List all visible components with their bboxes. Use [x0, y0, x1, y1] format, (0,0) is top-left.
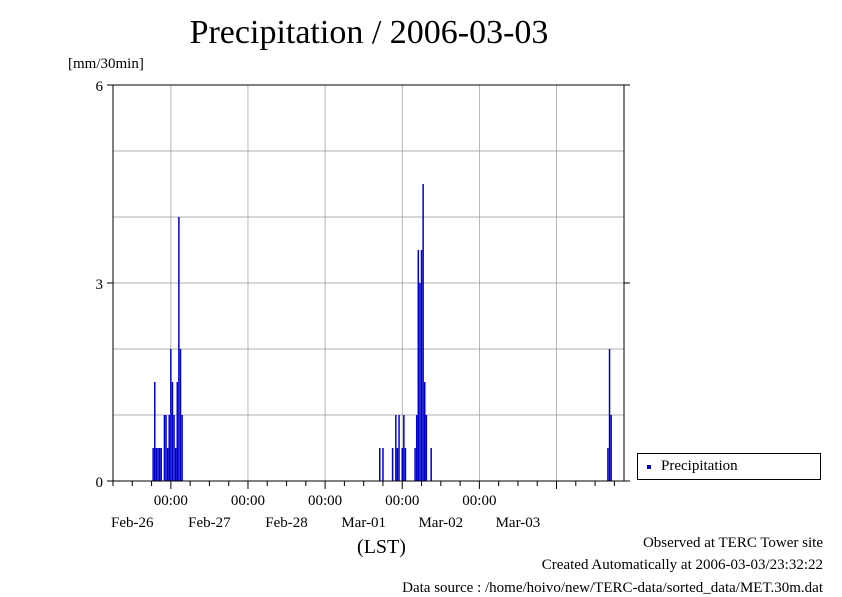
precipitation-bar — [163, 415, 166, 481]
precipitation-bar — [168, 415, 170, 481]
precipitation-bar — [176, 382, 179, 481]
precipitation-bar — [155, 448, 158, 481]
precipitation-bar — [170, 349, 172, 481]
precipitation-bar — [154, 382, 156, 481]
precipitation-bar — [423, 382, 426, 481]
legend: Precipitation — [637, 453, 821, 480]
precipitation-bar — [430, 448, 432, 481]
bars — [152, 184, 612, 481]
precipitation-bar — [378, 448, 381, 481]
precipitation-bar — [403, 415, 405, 481]
precipitation-bar — [420, 250, 423, 481]
axes — [107, 84, 630, 489]
x-time-label: 00:00 — [385, 493, 419, 509]
y-tick-label: 3 — [96, 277, 104, 293]
y-axis-unit-label: [mm/30min] — [68, 56, 144, 72]
precipitation-bar — [160, 448, 162, 481]
precipitation-bar — [174, 448, 177, 481]
legend-label: Precipitation — [661, 458, 738, 474]
x-axis-label: (LST) — [357, 536, 406, 558]
legend-swatch — [647, 465, 651, 469]
precipitation-bar — [181, 415, 183, 481]
precipitation-bar — [398, 415, 400, 481]
precipitation-bar — [414, 448, 416, 481]
precipitation-bar — [179, 349, 182, 481]
x-date-label: Feb-28 — [265, 515, 308, 531]
x-date-label: Feb-26 — [111, 515, 154, 531]
precipitation-bar — [173, 415, 175, 481]
x-date-label: Feb-27 — [188, 515, 231, 531]
precipitation-bar — [178, 217, 180, 481]
precipitation-bar — [158, 448, 161, 481]
x-date-label: Mar-01 — [341, 515, 386, 531]
precipitation-bar — [401, 448, 403, 481]
x-time-label: 00:00 — [462, 493, 496, 509]
precipitation-bar — [395, 415, 397, 481]
precipitation-bar — [391, 448, 394, 481]
precipitation-bar — [425, 415, 428, 481]
x-time-label: 00:00 — [308, 493, 342, 509]
y-tick-label: 6 — [96, 79, 104, 95]
footer-created: Created Automatically at 2006-03-03/23:3… — [541, 557, 823, 573]
x-date-label: Mar-03 — [496, 515, 541, 531]
precipitation-bar — [610, 415, 612, 481]
precipitation-bar — [417, 250, 420, 481]
x-time-label: 00:00 — [231, 493, 265, 509]
precipitation-bar — [422, 184, 424, 481]
precipitation-bar — [396, 448, 399, 481]
precipitation-bar — [382, 448, 384, 481]
precipitation-bar — [608, 349, 611, 481]
precipitation-bar — [607, 448, 609, 481]
precipitation-bar — [404, 448, 407, 481]
precipitation-bar — [165, 415, 167, 481]
y-tick-label: 0 — [96, 475, 104, 491]
precipitation-bar — [157, 448, 159, 481]
x-time-label: 00:00 — [154, 493, 188, 509]
precipitation-bar — [415, 415, 418, 481]
x-date-label: Mar-02 — [418, 515, 463, 531]
footer-site: Observed at TERC Tower site — [642, 535, 823, 551]
precipitation-bar — [419, 283, 421, 481]
precipitation-bar — [171, 382, 174, 481]
footer-source: Data source : /home/hoivo/new/TERC-data/… — [402, 580, 823, 596]
precipitation-bar — [166, 448, 169, 481]
precipitation-bar — [152, 448, 154, 481]
chart-title: Precipitation / 2006-03-03 — [189, 14, 549, 51]
grid-lines — [113, 85, 624, 481]
